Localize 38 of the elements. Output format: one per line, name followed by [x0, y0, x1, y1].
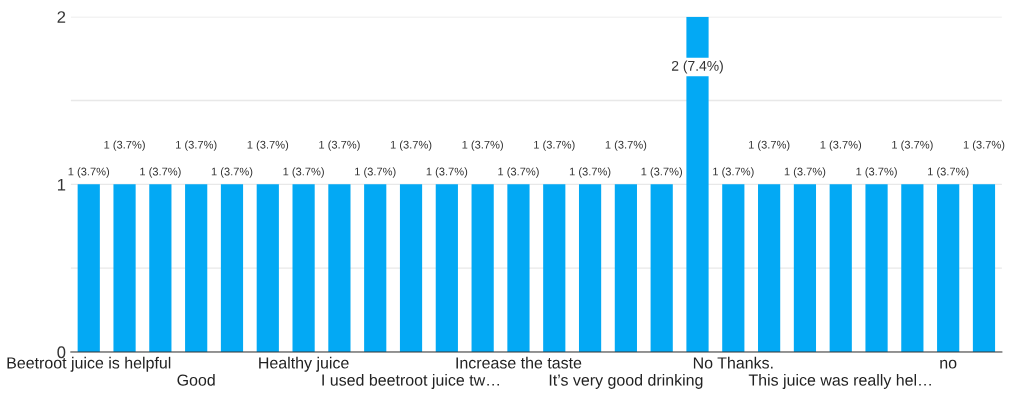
data-label: 1 (3.7%): [748, 140, 790, 151]
data-label: 1 (3.7%): [534, 140, 575, 151]
data-label: 1 (3.7%): [605, 140, 647, 151]
x-tick-label: No Thanks.: [693, 356, 773, 369]
x-tick-label: Good: [177, 374, 215, 386]
data-label: 1 (3.7%): [247, 140, 289, 151]
data-label: 1 (3.7%): [319, 140, 360, 151]
data-label: 1 (3.7%): [784, 167, 826, 178]
data-label: 1 (3.7%): [283, 167, 324, 178]
x-tick-label: Increase the taste: [456, 356, 582, 369]
data-label: 1 (3.7%): [140, 167, 181, 178]
data-label: 1 (3.7%): [211, 167, 253, 178]
data-label: 1 (3.7%): [928, 167, 969, 178]
x-tick-label: This juice was really hel…: [748, 374, 931, 389]
data-label: 1 (3.7%): [104, 140, 145, 151]
data-label: 1 (3.7%): [355, 167, 396, 178]
data-label: 1 (3.7%): [462, 140, 503, 151]
data-label: 1 (3.7%): [569, 167, 611, 178]
data-label: 1 (3.7%): [963, 140, 1005, 151]
data-label: 1 (3.7%): [498, 167, 539, 178]
x-tick-label: Beetroot juice is helpful: [7, 356, 171, 372]
data-label: 1 (3.7%): [713, 167, 754, 178]
data-label: 1 (3.7%): [426, 167, 468, 178]
x-tick-label: It’s very good drinking: [549, 374, 703, 389]
data-label: 1 (3.7%): [68, 167, 110, 178]
y-tick-label: 0: [57, 346, 66, 359]
data-label: 1 (3.7%): [176, 140, 217, 151]
data-label: 1 (3.7%): [892, 140, 933, 151]
y-tick-label: 2: [57, 11, 66, 23]
data-label: 1 (3.7%): [856, 167, 897, 178]
data-label: 2 (7.4%): [671, 60, 723, 74]
data-label: 1 (3.7%): [641, 167, 682, 178]
y-tick-label: 1: [57, 178, 66, 191]
data-label: 1 (3.7%): [820, 140, 862, 151]
x-tick-label: Healthy juice: [259, 356, 349, 372]
x-tick-label: no: [940, 359, 957, 369]
data-label: 1 (3.7%): [390, 140, 432, 151]
x-tick-label: I used beetroot juice tw…: [322, 374, 499, 389]
